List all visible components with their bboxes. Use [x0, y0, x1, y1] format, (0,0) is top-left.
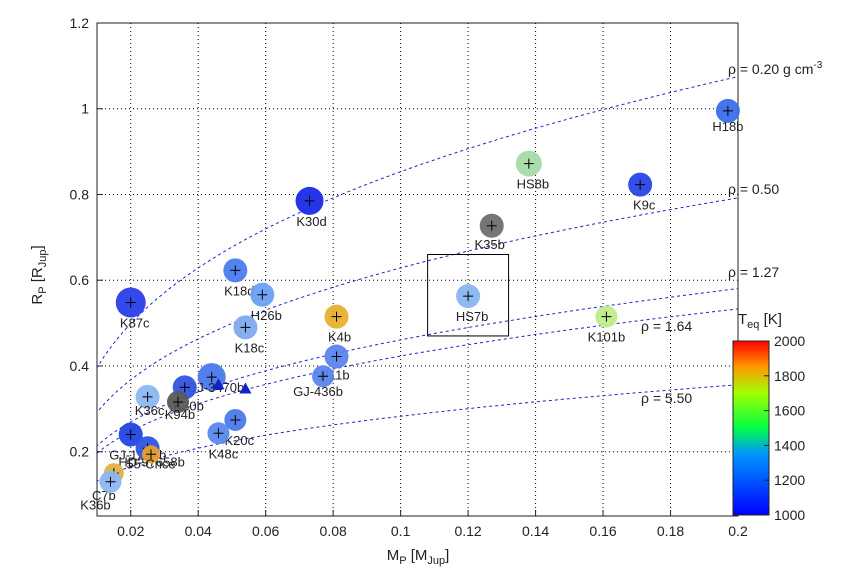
x-tick-label: 0.2	[728, 523, 748, 539]
planet-label: K9c	[633, 198, 656, 213]
planet-label: K18c	[235, 340, 265, 355]
planet-crosshair	[463, 291, 474, 302]
x-tick-label: 0.1	[391, 523, 411, 539]
y-tick-label: 0.4	[70, 358, 90, 374]
planet-points: H18b HS8b K9c K30d K35b K18d H26b HS7b K87c K101b…	[80, 98, 743, 513]
planet-crosshair	[230, 265, 241, 276]
planet-crosshair	[179, 382, 190, 393]
planet-label: K4b	[328, 330, 351, 345]
colorbar-tick-label: 1800	[774, 368, 805, 384]
density-curve-label: ρ = 1.27	[728, 264, 779, 280]
highlight-rect	[427, 253, 510, 337]
x-tick-label: 0.08	[320, 523, 347, 539]
planet-label: H18b	[712, 119, 743, 134]
planet-crosshair	[304, 195, 315, 206]
planet-crosshair	[206, 372, 217, 383]
colorbar-tick-label: 1000	[774, 507, 805, 523]
colorbar-tick-label: 1200	[774, 472, 805, 488]
planet-crosshair	[145, 449, 156, 460]
planet-crosshair	[213, 428, 224, 439]
planet-label: K18d	[224, 283, 254, 298]
plot-area	[96, 22, 739, 517]
x-tick-label: 0.04	[185, 523, 212, 539]
colorbar-title: Teq [K]	[738, 311, 782, 331]
planet-crosshair	[142, 391, 153, 402]
x-tick-label: 0.16	[589, 523, 616, 539]
x-tick-label: 0.02	[117, 523, 144, 539]
planet-label: K36b	[80, 498, 110, 513]
density-labels: ρ = 0.20 g cm-3 ρ = 0.50 ρ = 1.27 ρ = 1.64 ρ…	[641, 60, 823, 406]
planet-label: HS8b	[517, 177, 550, 192]
planet-crosshair	[125, 297, 136, 308]
x-tick-label: 0.18	[657, 523, 684, 539]
planet-label: HS7b	[456, 309, 489, 324]
colorbar-tick-label: 1600	[774, 403, 805, 419]
planet-crosshair	[240, 322, 251, 333]
density-curve	[97, 197, 738, 414]
colorbar-tick-label: 1400	[774, 437, 805, 453]
planet-label: GJ-436b	[293, 384, 343, 399]
planet-crosshair	[257, 289, 268, 300]
planet-label: K94b	[165, 407, 195, 422]
planet-crosshair	[486, 220, 497, 231]
planet-crosshair	[230, 414, 241, 425]
colorbar-tick-label: 2000	[774, 333, 805, 349]
planet-label: K101b	[588, 330, 626, 345]
tick-labels: 0.02 0.04 0.06 0.08 0.1 0.12 0.14 0.16 0.18 0.2 0.…	[70, 15, 748, 539]
planet-label: K48c	[209, 446, 239, 461]
density-curve	[97, 76, 738, 369]
planet-crosshair	[331, 351, 342, 362]
x-tick-label: 0.12	[454, 523, 481, 539]
density-curve-label: ρ = 5.50	[641, 390, 692, 406]
highlight-box	[427, 253, 510, 337]
y-tick-label: 1	[81, 101, 89, 117]
planet-crosshair	[318, 371, 329, 382]
x-tick-label: 0.06	[252, 523, 279, 539]
planet-label: K20c	[225, 433, 255, 448]
density-curve-label: ρ = 0.50	[728, 181, 779, 197]
planet-label: K87c	[120, 316, 150, 331]
triangle-marker	[212, 378, 225, 390]
planet-crosshair	[105, 476, 116, 487]
colorbar-ticks: 1000 1200 1400 1600 1800 2000	[764, 333, 805, 523]
planet-crosshair	[635, 179, 646, 190]
planet-crosshair	[601, 311, 612, 322]
density-curve-label: ρ = 1.64	[641, 318, 692, 334]
x-axis-title: MP [MJup]	[387, 547, 450, 567]
colorbar: Teq [K] 1000 1200 1400 1600 1800 2000	[732, 311, 805, 523]
y-tick-label: 0.6	[70, 272, 90, 288]
density-curve	[97, 384, 738, 482]
planet-label: K35b	[475, 237, 505, 252]
grid-lines	[97, 22, 739, 516]
planet-label: H26b	[251, 308, 282, 323]
planet-label: K36c	[135, 403, 165, 418]
planet-crosshair	[523, 158, 534, 169]
planet-crosshair	[722, 105, 733, 116]
x-tick-label: 0.14	[522, 523, 549, 539]
y-tick-label: 1.2	[70, 15, 90, 31]
planet-crosshair	[125, 429, 136, 440]
y-tick-label: 0.2	[70, 444, 90, 460]
planet-crosshair	[331, 311, 342, 322]
planet-label: K30d	[296, 214, 326, 229]
colorbar-gradient	[732, 340, 770, 516]
triangle-marker	[239, 382, 252, 394]
y-axis-title: RP [RJup]	[29, 245, 49, 304]
y-tick-label: 0.8	[70, 186, 90, 202]
density-curve-label: ρ = 0.20 g cm-3	[728, 60, 823, 77]
planet-label: 55-Cnce	[126, 456, 175, 471]
planet-crosshair	[172, 396, 183, 407]
